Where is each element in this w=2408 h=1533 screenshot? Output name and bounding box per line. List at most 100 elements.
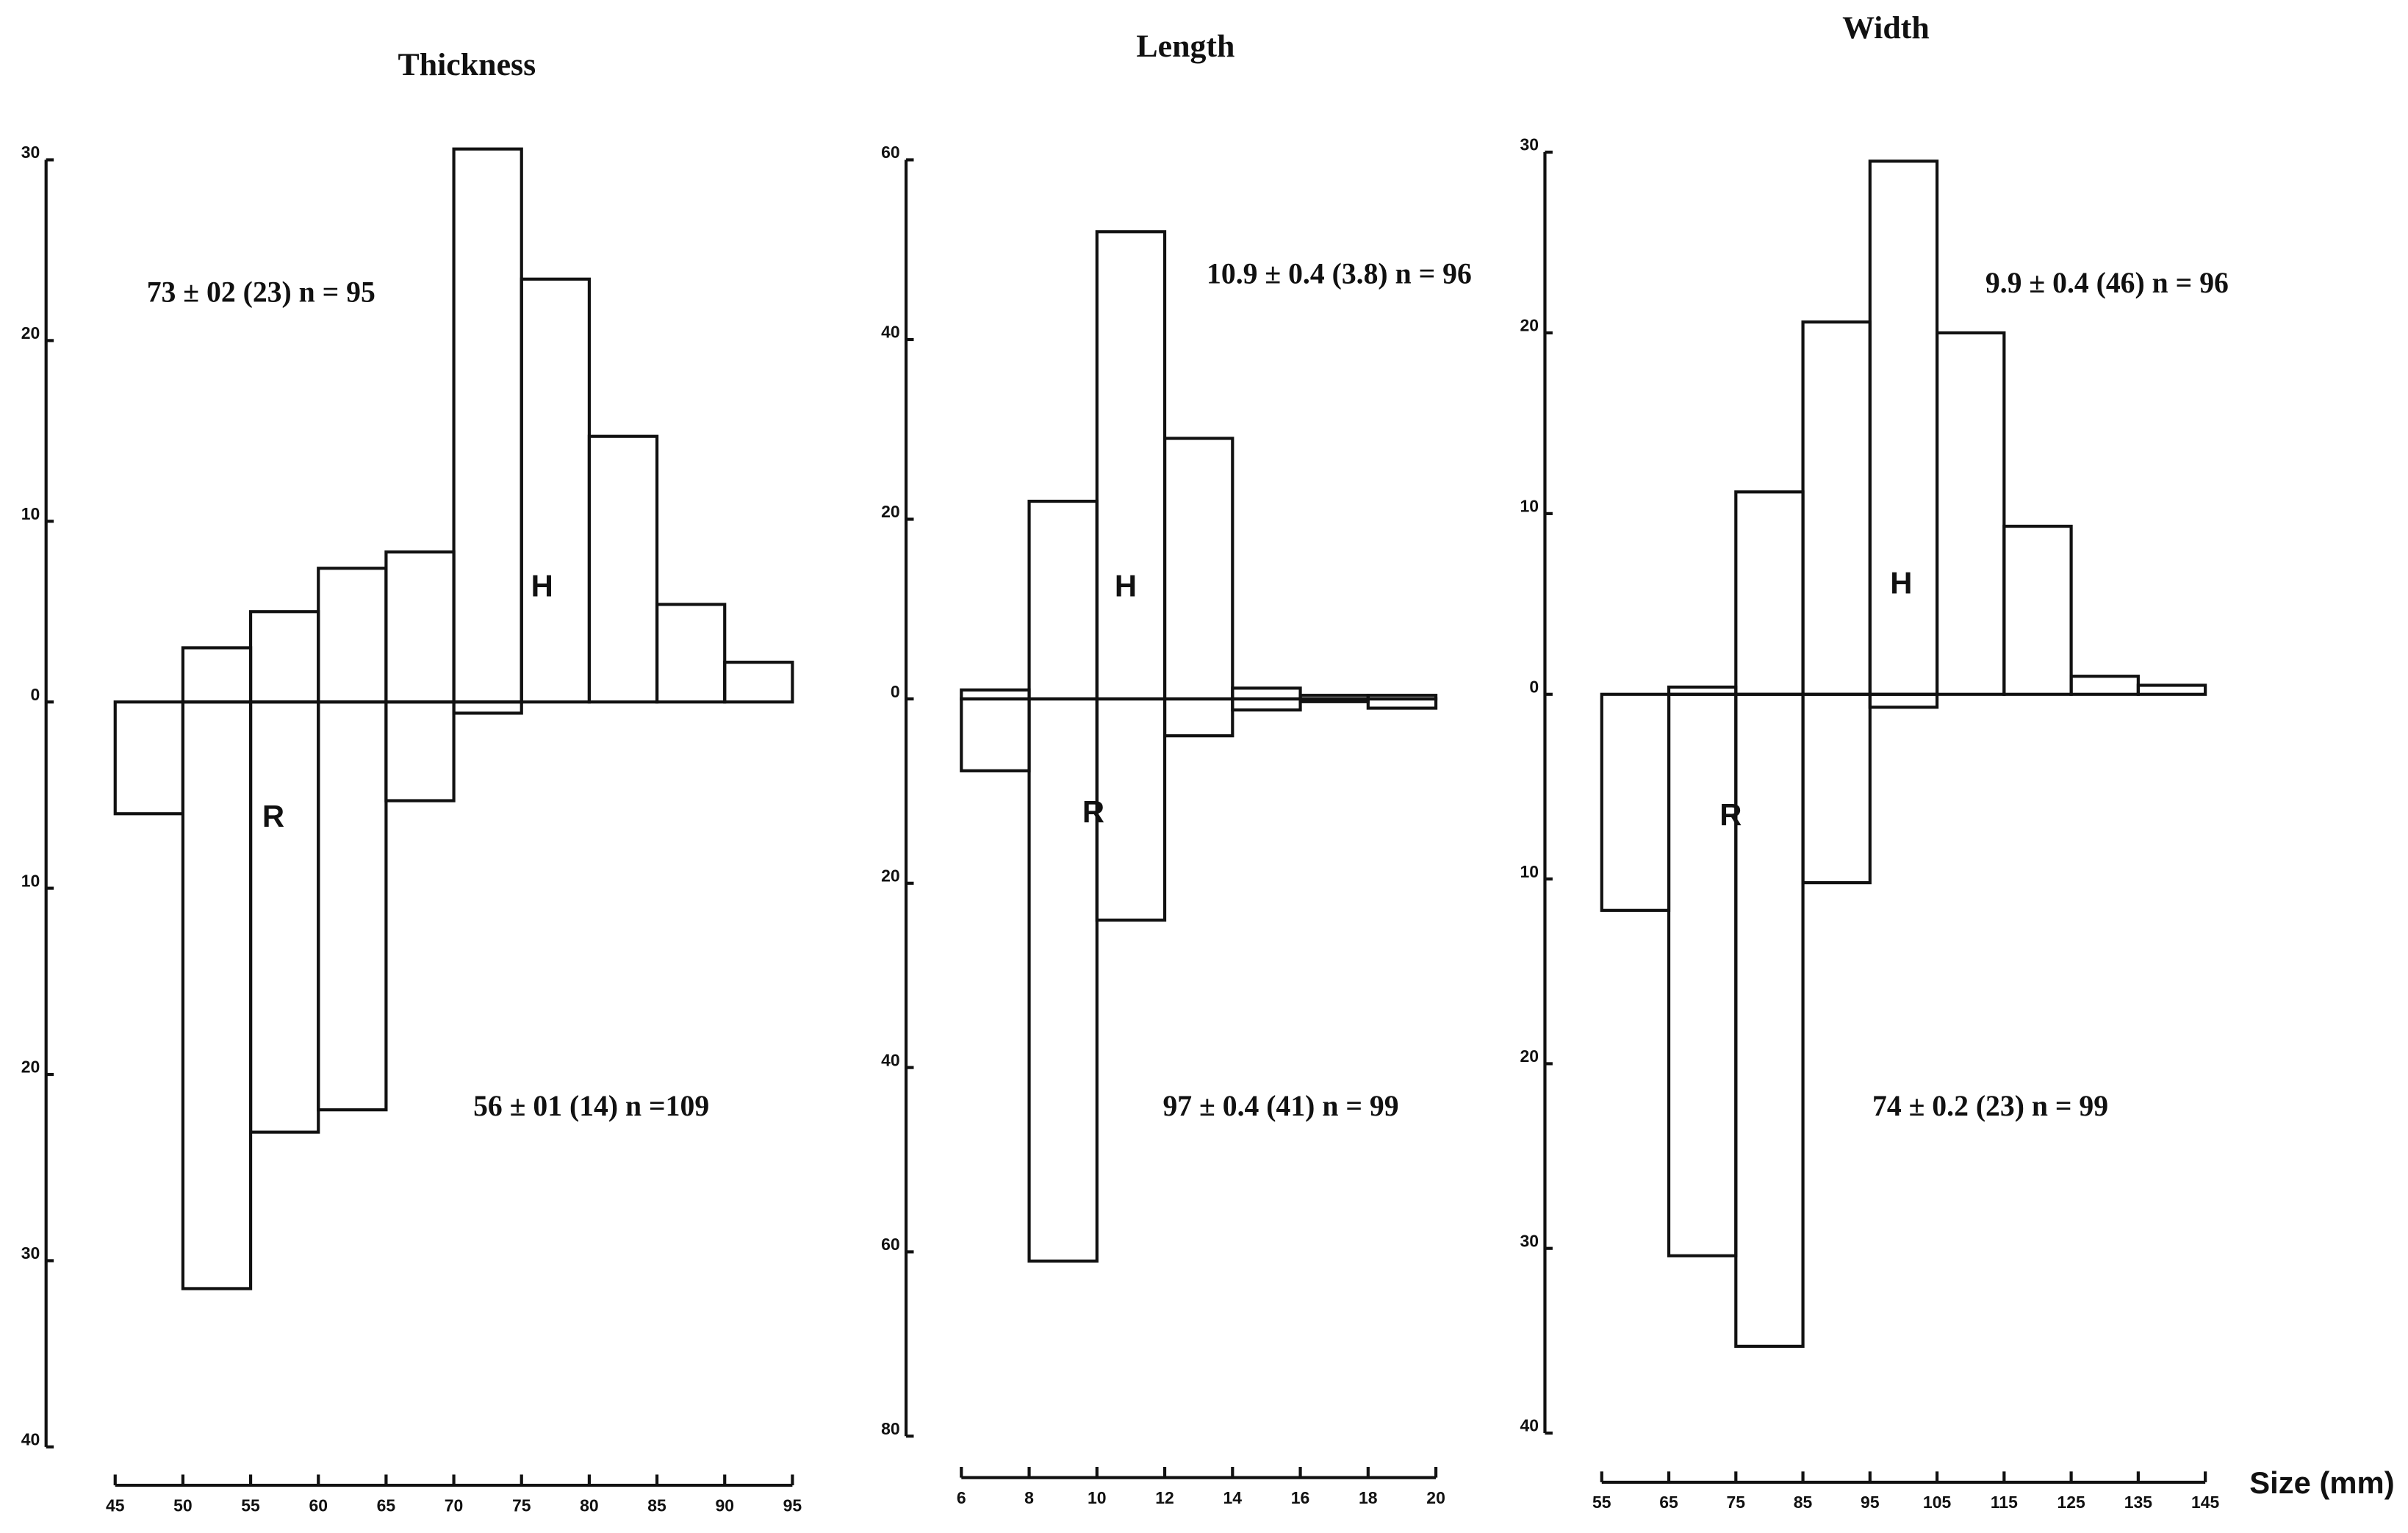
histogram-bar [1027,499,1099,701]
histogram-bar [1231,697,1302,712]
y2-tick-label: 40 [881,1050,900,1069]
histogram-bar [723,661,794,704]
y2-tick-label: 30 [1520,1231,1539,1250]
chart-title: Width [1842,10,1930,46]
x-tick-label: 105 [1923,1493,1952,1512]
y-tick-label: 30 [1520,135,1539,154]
histogram-bar [248,610,320,704]
histogram-bar [452,147,523,704]
y-tick-label: 20 [1520,316,1539,335]
series-label: H [1115,569,1137,603]
y-tick-label: 20 [21,323,40,342]
y2-tick-label: 20 [881,866,900,886]
y-tick-label: 10 [1520,497,1539,516]
x-tick-label: 125 [2057,1493,2085,1512]
y-tick-label: 0 [31,685,40,704]
x-tick-label: 70 [445,1496,464,1515]
x-tick-label: 55 [241,1496,260,1515]
histogram-bar [181,646,253,704]
x-tick-label: 14 [1223,1488,1243,1507]
series-label: R [262,799,284,833]
y2-tick-label: 30 [21,1243,40,1263]
histogram-bar [1600,692,1671,912]
y-tick-label: 0 [1529,677,1539,696]
y2-tick-label: 40 [21,1430,40,1449]
x-tick-label: 16 [1291,1488,1310,1507]
x-tick-label: 75 [1727,1493,1746,1512]
y-tick-label: 0 [891,682,900,701]
histogram-bar [1366,697,1438,710]
y2-tick-label: 20 [1520,1046,1539,1066]
histogram-bar [1162,437,1234,701]
annotation: 74 ± 0.2 (23) n = 99 [1872,1090,2108,1122]
histogram-bar [655,603,727,704]
x-tick-label: 85 [1794,1493,1813,1512]
annotation: 10.9 ± 0.4 (3.8) n = 96 [1207,257,1472,290]
histogram-bar [1801,320,1872,696]
histogram-bar [1231,686,1302,701]
histogram-bar [113,700,184,816]
histogram-bar [1095,230,1167,701]
x-tick-label: 60 [309,1496,328,1515]
histogram-bar [384,550,456,704]
chart-title: Thickness [398,47,536,82]
y2-tick-label: 20 [21,1058,40,1077]
histogram-bar [587,434,659,704]
histogram-bar [317,567,388,704]
series-label: H [1890,565,1912,600]
histogram-bar [1027,697,1099,1263]
series-label: R [1082,794,1104,829]
x-tick-label: 20 [1426,1488,1445,1507]
histogram-bar [384,700,456,803]
histogram-bar [452,700,523,715]
x-tick-label: 55 [1592,1493,1611,1512]
y2-tick-label: 40 [1520,1416,1539,1435]
y-tick-label: 30 [21,143,40,162]
annotation: 56 ± 01 (14) n =109 [473,1090,709,1122]
x-tick-label: 95 [783,1496,802,1515]
x-axis-label: Size (mm) [2249,1465,2394,1500]
annotation: 73 ± 02 (23) n = 95 [147,276,375,309]
histogram-bar [2069,675,2140,696]
y2-tick-label: 60 [881,1235,900,1254]
x-tick-label: 80 [580,1496,599,1515]
series-label: H [531,569,553,603]
y-tick-label: 40 [881,323,900,342]
y-tick-label: 10 [21,504,40,523]
histogram-bar [1162,697,1234,738]
x-tick-label: 45 [106,1496,125,1515]
y2-tick-label: 10 [21,871,40,890]
x-tick-label: 50 [173,1496,193,1515]
histogram-bar [1868,692,1939,709]
x-tick-label: 10 [1088,1488,1107,1507]
series-label: R [1719,797,1742,832]
x-tick-label: 135 [2124,1493,2153,1512]
histogram-bar [1734,692,1805,1348]
histogram-bar [1298,697,1370,703]
x-tick-label: 6 [957,1488,966,1507]
histogram-bar [2002,524,2073,696]
x-tick-label: 85 [647,1496,666,1515]
x-tick-label: 145 [2191,1493,2220,1512]
y2-tick-label: 80 [881,1419,900,1438]
histogram-bar [520,277,591,704]
y2-tick-label: 10 [1520,862,1539,881]
histogram-bar [248,700,320,1134]
x-tick-label: 115 [1991,1493,2018,1512]
y-tick-label: 60 [881,143,900,162]
annotation: 9.9 ± 0.4 (46) n = 96 [1985,267,2229,299]
histogram-bar [960,697,1031,772]
histogram-bar [1801,692,1872,885]
histogram-bar [1936,331,2006,696]
chart-title: Length [1136,29,1234,64]
x-tick-label: 65 [377,1496,396,1515]
x-tick-label: 75 [512,1496,531,1515]
histogram-bar [317,700,388,1112]
x-tick-label: 90 [715,1496,734,1515]
y-tick-label: 20 [881,502,900,521]
histogram-bar [1868,159,1939,696]
x-tick-label: 65 [1659,1493,1678,1512]
histogram-bar [2136,683,2207,696]
